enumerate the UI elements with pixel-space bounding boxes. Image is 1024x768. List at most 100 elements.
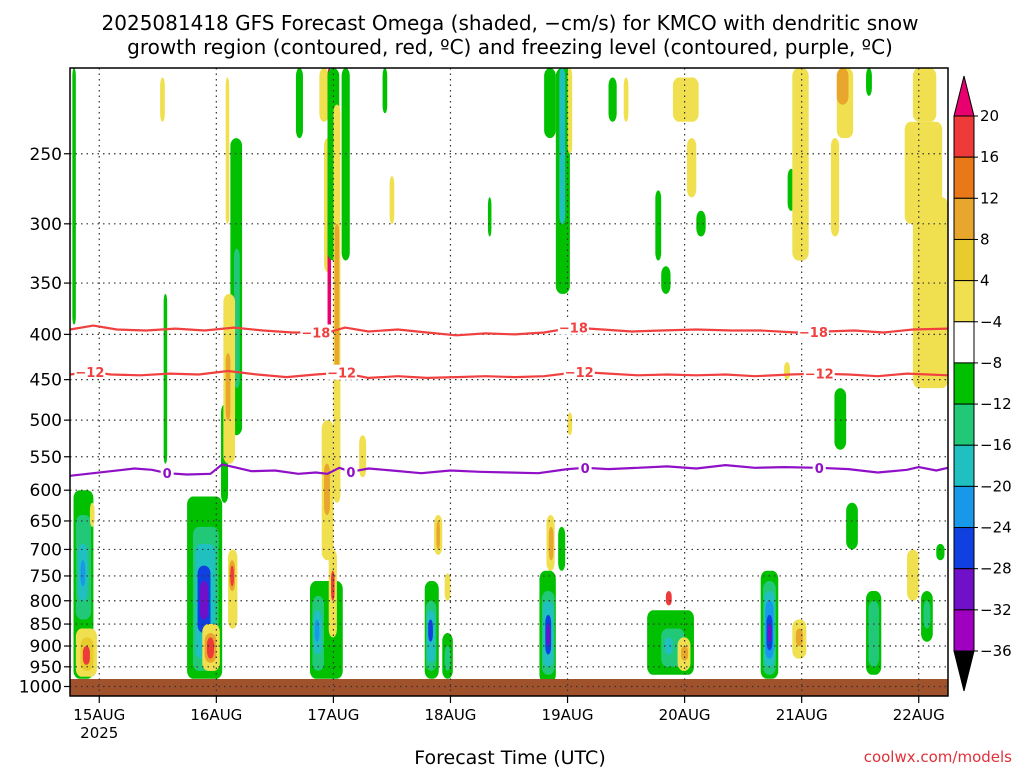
omega-shaded-region [72,68,76,325]
colorbar-bottom-arrow [953,650,975,692]
contour-label-background [797,323,829,339]
omega-shaded-region [295,68,303,139]
y-tick-label: 250 [30,145,62,165]
colorbar-tick-label: −16 [980,436,1012,454]
omega-shaded-region [567,68,573,154]
colorbar-tick-label: −8 [980,354,1002,372]
colorbar-box [953,280,975,323]
omega-shaded-region [623,77,629,122]
y-tick-label: 400 [30,325,62,345]
omega-shaded-region [567,412,573,436]
omega-shaded-region [80,560,86,587]
y-tick-label: 750 [30,567,62,587]
omega-shaded-region [436,520,440,550]
colorbar-tick-label: −12 [980,395,1012,413]
contour-label: 0 [815,462,824,477]
omega-shaded-region [784,362,790,380]
omega-shaded-region [487,197,492,237]
omega-shaded-region [444,573,451,601]
omega-shaded-region [866,68,872,96]
y-tick-label: 500 [30,411,62,431]
x-tick-label: 20AUG [659,706,711,724]
omega-shading-layer [72,68,948,683]
contour-label: −12 [75,366,104,381]
contour-label-background [74,363,106,379]
x-tick-label: 16AUG [190,706,242,724]
omega-shaded-region [830,138,840,237]
colorbar-box [953,568,975,611]
y-tick-label: 1000 [19,678,62,698]
omega-shaded-region [846,502,858,550]
x-axis-label: Forecast Time (UTC) [414,747,605,768]
omega-shaded-region [792,68,809,261]
omega-shaded-region [655,190,662,261]
contour-label: −12 [805,368,834,383]
y-tick-label: 300 [30,215,62,235]
omega-shaded-region [163,293,168,464]
contour-label: −12 [327,367,356,382]
contour-label-background [803,365,835,381]
omega-shaded-region [559,68,566,224]
omega-shaded-region [923,600,931,629]
omega-shaded-region [696,210,706,237]
omega-shaded-region [834,388,847,450]
omega-shaded-region [767,624,772,642]
contour-line [69,369,949,379]
contour-line [69,324,949,337]
omega-shaded-region [661,266,671,294]
y-tick-label: 450 [30,371,62,391]
x-tick-label: 17AUG [307,706,359,724]
contour-label-background [578,459,592,475]
omega-shaded-region [206,637,214,659]
contour-label-background [160,465,174,481]
contour-label: −18 [799,326,828,341]
contour-label: −18 [559,322,588,337]
colorbar-tick-label: 20 [980,107,999,125]
contour-label: 0 [346,466,355,481]
colorbar-tick-label: −32 [980,601,1012,619]
colorbar-tick-label: 12 [980,189,999,207]
omega-shaded-region [324,463,330,516]
contour-label: 0 [581,462,590,477]
contour-label: −12 [565,366,594,381]
contour-label: −18 [301,326,330,341]
omega-shaded-region [230,565,234,587]
contour-label-background [344,463,358,479]
colorbar-tick-label: −28 [980,560,1012,578]
omega-shaded-region [907,549,919,601]
omega-shaded-region [314,619,320,642]
contour-line [69,463,949,477]
omega-shaded-region [199,581,209,620]
contour-label-background [812,459,826,475]
y-tick-label: 850 [30,615,62,635]
omega-shaded-region [428,619,433,642]
y-tick-label: 700 [30,540,62,560]
surface-ground-strip [70,679,948,696]
colorbar-tick-label: 8 [980,230,990,248]
omega-shaded-region [912,197,948,389]
colorbar-tick-label: −24 [980,519,1012,537]
site-credit: coolwx.com/models [864,748,1012,766]
y-tick-label: 950 [30,658,62,678]
omega-shaded-region [160,77,165,122]
colorbar-box [953,115,975,158]
colorbar-box [953,197,975,240]
pressure-axis: 2503003504004505005506006507007508008509… [19,145,70,698]
omega-shaded-region [868,600,879,667]
x-tick-label: 19AUG [542,706,594,724]
colorbar-box [953,444,975,487]
colorbar-box [953,527,975,570]
y-tick-label: 800 [30,592,62,612]
omega-shaded-region [319,68,329,122]
x-tick-label: 21AUG [776,706,828,724]
colorbar-box [953,238,975,282]
omega-shaded-region [444,646,451,671]
colorbar-tick-label: 4 [980,272,990,290]
x-tick-label: 22AUG [893,706,945,724]
plot-frame [69,67,949,697]
omega-shaded-region [82,646,90,665]
colorbar-box [953,321,975,364]
x-tick-year-label: 2025 [80,724,118,742]
